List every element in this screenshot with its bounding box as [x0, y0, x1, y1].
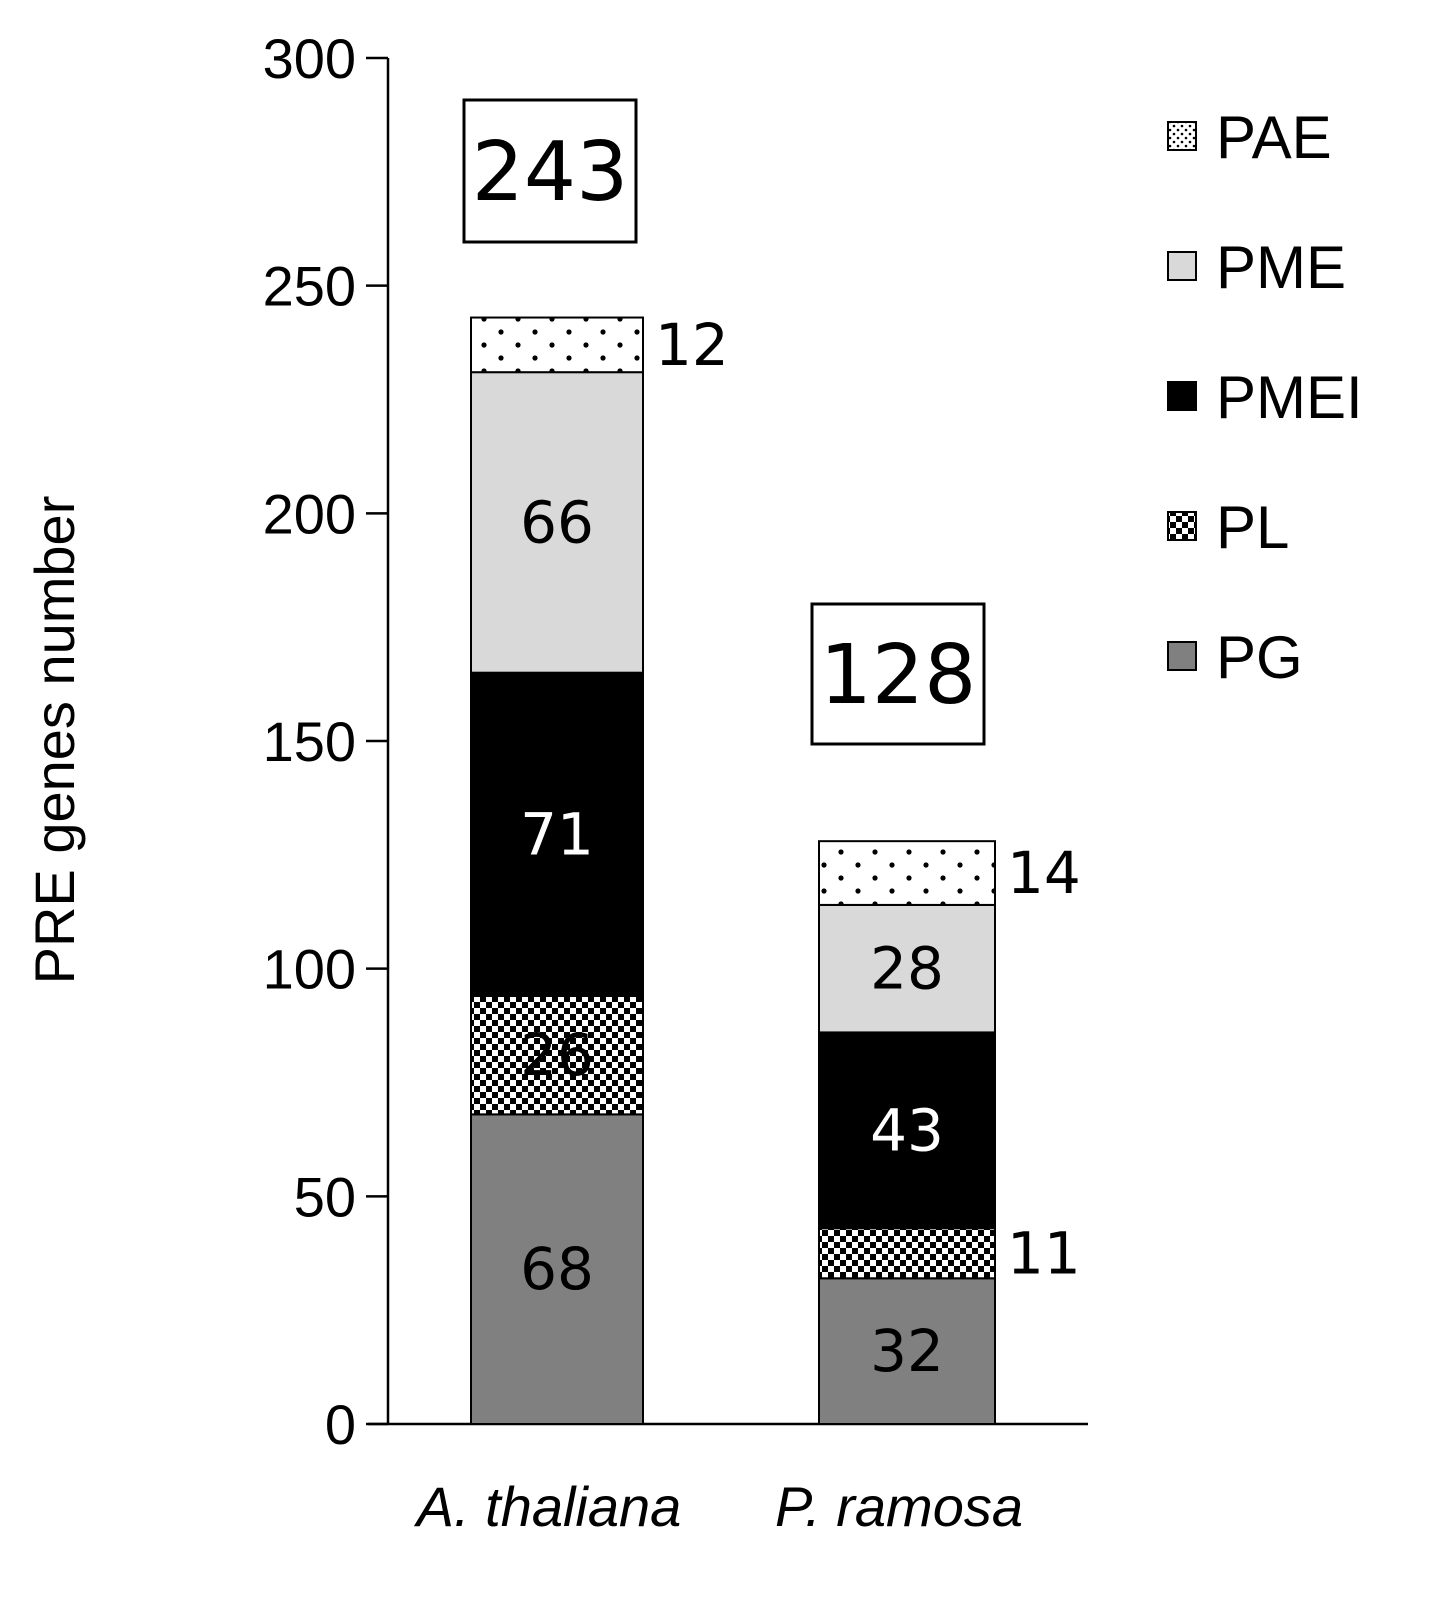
bar-segment-pl-p-ramosa	[818, 1227, 996, 1280]
x-category-label-a-thaliana: A. thaliana	[414, 1475, 682, 1538]
y-axis-label: PRE genes number	[23, 496, 86, 985]
bar-segment-pae-p-ramosa	[818, 840, 996, 906]
data-label-pme-p-ramosa: 28	[870, 935, 944, 1003]
total-boxes: 243 128	[462, 98, 986, 746]
legend-label-pg: PG	[1216, 624, 1303, 691]
bar-segment-pme-a-thaliana	[470, 371, 644, 674]
bar-segment-pg-a-thaliana	[470, 1113, 644, 1425]
total-label-p-ramosa: 128	[820, 628, 977, 723]
y-tick-label: 50	[294, 1165, 356, 1228]
bar-segment-pl-a-thaliana	[470, 994, 644, 1116]
data-label-pmei-p-ramosa: 43	[870, 1096, 944, 1164]
data-label-pae-p-ramosa: 14	[1007, 839, 1081, 907]
y-tick-label: 150	[263, 710, 356, 773]
legend-swatch-pg	[1167, 641, 1197, 671]
legend-label-pae: PAE	[1216, 104, 1332, 171]
legend-label-pl: PL	[1216, 494, 1289, 561]
bar-segment-pmei-p-ramosa	[818, 1031, 996, 1230]
legend: PAE PME PMEI PL PG	[1167, 104, 1363, 691]
y-tick-label: 250	[263, 255, 356, 318]
data-label-pme-a-thaliana: 66	[520, 488, 594, 556]
x-category-label-p-ramosa: P. ramosa	[775, 1475, 1023, 1538]
legend-swatch-pl	[1167, 511, 1197, 541]
bars: 68 26 71 66 12 32 11 43 28 14	[470, 311, 1081, 1425]
legend-swatch-pae	[1167, 121, 1197, 151]
y-tick-label: 100	[263, 938, 356, 1001]
bar-segment-pg-p-ramosa	[818, 1277, 996, 1425]
legend-label-pmei: PMEI	[1216, 364, 1363, 431]
data-label-pmei-a-thaliana: 71	[520, 800, 594, 868]
y-tick-label: 0	[325, 1393, 356, 1456]
legend-swatch-pmei	[1167, 381, 1197, 411]
total-label-a-thaliana: 243	[472, 125, 629, 220]
data-label-pg-a-thaliana: 68	[520, 1235, 594, 1303]
legend-swatch-pme	[1167, 251, 1197, 281]
legend-label-pme: PME	[1216, 234, 1346, 301]
data-label-pg-p-ramosa: 32	[870, 1317, 944, 1385]
y-tick-label: 300	[263, 27, 356, 90]
bar-segment-pae-a-thaliana	[470, 316, 644, 374]
category-labels: A. thaliana P. ramosa	[414, 1475, 1023, 1538]
data-label-pl-a-thaliana: 26	[520, 1021, 594, 1089]
y-tick-label: 200	[263, 482, 356, 545]
total-box-a-thaliana	[462, 98, 638, 244]
data-label-pae-a-thaliana: 12	[655, 311, 729, 379]
bar-segment-pmei-a-thaliana	[470, 671, 644, 997]
y-ticks: 0 50 100 150 200 250 300	[263, 27, 388, 1456]
total-box-p-ramosa	[810, 602, 986, 746]
data-label-pl-p-ramosa: 11	[1007, 1219, 1081, 1287]
